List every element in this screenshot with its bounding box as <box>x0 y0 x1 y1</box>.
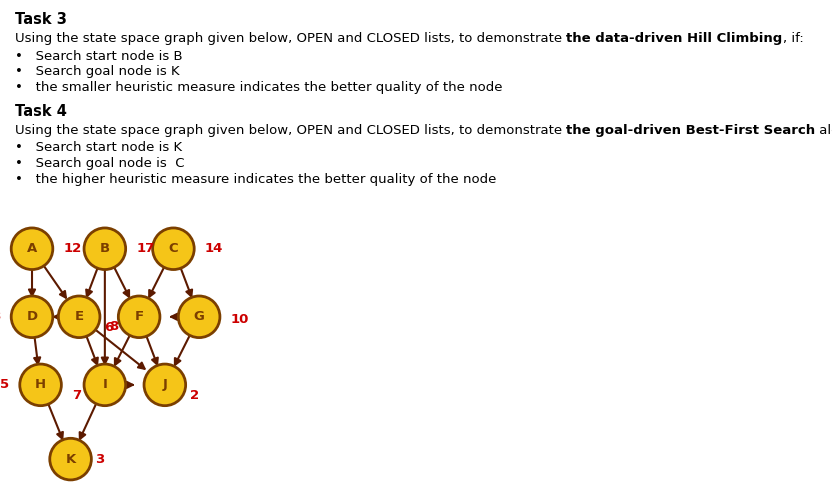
Text: •   Search start node is K: • Search start node is K <box>15 141 182 154</box>
Ellipse shape <box>84 228 126 270</box>
Text: •   the higher heuristic measure indicates the better quality of the node: • the higher heuristic measure indicates… <box>15 173 497 186</box>
Text: algorithm, if:: algorithm, if: <box>815 124 832 137</box>
Ellipse shape <box>20 364 62 406</box>
Text: 3: 3 <box>96 452 105 466</box>
Text: A: A <box>27 242 37 255</box>
Ellipse shape <box>118 296 160 338</box>
Text: 12: 12 <box>63 242 82 255</box>
Text: 17: 17 <box>136 242 155 255</box>
Text: Using the state space graph given below, OPEN and CLOSED lists, to demonstrate: Using the state space graph given below,… <box>15 124 567 137</box>
Text: •   the smaller heuristic measure indicates the better quality of the node: • the smaller heuristic measure indicate… <box>15 81 503 94</box>
Text: 2: 2 <box>190 389 199 402</box>
Text: 6: 6 <box>104 321 113 334</box>
Ellipse shape <box>152 228 194 270</box>
Ellipse shape <box>11 296 52 338</box>
Text: K: K <box>66 452 76 466</box>
Text: 7: 7 <box>72 389 82 402</box>
Text: H: H <box>35 378 46 392</box>
Ellipse shape <box>58 296 100 338</box>
Ellipse shape <box>50 438 92 480</box>
Text: Task 3: Task 3 <box>15 12 67 27</box>
Ellipse shape <box>144 364 186 406</box>
Text: the goal-driven Best-First Search: the goal-driven Best-First Search <box>567 124 815 137</box>
Text: B: B <box>100 242 110 255</box>
Text: C: C <box>169 242 178 255</box>
Text: J: J <box>162 378 167 392</box>
Text: G: G <box>194 310 205 323</box>
Text: •   Search start node is B: • Search start node is B <box>15 50 182 62</box>
Ellipse shape <box>11 228 52 270</box>
Text: Using the state space graph given below, OPEN and CLOSED lists, to demonstrate: Using the state space graph given below,… <box>15 32 567 45</box>
Text: E: E <box>75 310 84 323</box>
Text: D: D <box>27 310 37 323</box>
Text: the data-driven Hill Climbing: the data-driven Hill Climbing <box>567 32 783 45</box>
Ellipse shape <box>178 296 220 338</box>
Text: I: I <box>102 378 107 392</box>
Text: 14: 14 <box>205 242 224 255</box>
Text: , if:: , if: <box>783 32 804 45</box>
Text: 10: 10 <box>230 313 249 326</box>
Text: 8: 8 <box>109 320 118 333</box>
Text: 5: 5 <box>0 378 9 392</box>
Text: F: F <box>135 310 144 323</box>
Text: •   Search goal node is K: • Search goal node is K <box>15 65 180 78</box>
Text: Task 4: Task 4 <box>15 104 67 119</box>
Text: •   Search goal node is  C: • Search goal node is C <box>15 157 185 170</box>
Ellipse shape <box>84 364 126 406</box>
